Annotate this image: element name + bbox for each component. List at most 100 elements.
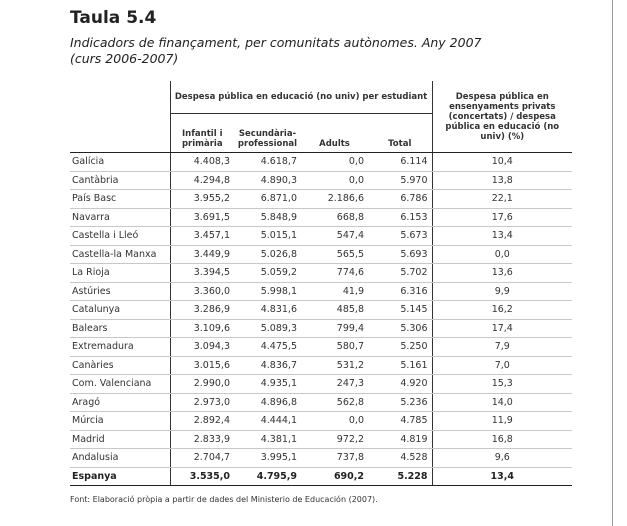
cell-secundaria: 4.795,9 bbox=[234, 466, 301, 486]
cell-infantil: 3.094,3 bbox=[169, 337, 234, 357]
cell-region: Canàries bbox=[70, 356, 170, 375]
cell-private: 7,9 bbox=[431, 337, 573, 357]
cell-region: Galícia bbox=[70, 152, 170, 172]
cell-infantil: 3.109,6 bbox=[169, 319, 234, 338]
cell-region: Astúries bbox=[70, 282, 170, 301]
table-row: Cantàbria 4.294,8 4.890,3 0,0 5.970 13,8 bbox=[70, 171, 573, 190]
table-row: Madrid 2.833,9 4.381,1 972,2 4.819 16,8 bbox=[70, 430, 573, 449]
header-adults: Adults bbox=[301, 113, 368, 153]
cell-infantil: 3.691,5 bbox=[169, 208, 234, 227]
table-row: Balears 3.109,6 5.089,3 799,4 5.306 17,4 bbox=[70, 319, 573, 338]
cell-region: Múrcia bbox=[70, 411, 170, 431]
cell-region: La Rioja bbox=[70, 263, 170, 283]
header-group-row: Despesa pública en educació (no univ) pe… bbox=[70, 81, 573, 153]
cell-total: 4.920 bbox=[368, 374, 433, 394]
cell-adults: 799,4 bbox=[301, 319, 368, 338]
table-row: Aragó 2.973,0 4.896,8 562,8 5.236 14,0 bbox=[70, 393, 573, 412]
cell-private: 13,8 bbox=[431, 171, 573, 190]
cell-region: País Basc bbox=[70, 189, 170, 209]
table-row: Castella i Lleó 3.457,1 5.015,1 547,4 5.673 1… bbox=[70, 226, 573, 246]
header-public-spending-group: Despesa pública en educació (no univ) pe… bbox=[169, 81, 433, 114]
cell-adults: 2.186,6 bbox=[301, 189, 368, 209]
table-row: La Rioja 3.394,5 5.059,2 774,6 5.702 13,6 bbox=[70, 263, 573, 283]
cell-region: Castella i Lleó bbox=[70, 226, 170, 246]
cell-secundaria: 5.089,3 bbox=[234, 319, 301, 338]
cell-total: 5.145 bbox=[368, 300, 433, 320]
cell-infantil: 2.833,9 bbox=[169, 430, 234, 449]
cell-total: 5.970 bbox=[368, 171, 433, 190]
table-row: Múrcia 2.892,4 4.444,1 0,0 4.785 11,9 bbox=[70, 411, 573, 431]
cell-adults: 0,0 bbox=[301, 411, 368, 431]
cell-private: 22,1 bbox=[431, 189, 573, 209]
cell-adults: 485,8 bbox=[301, 300, 368, 320]
cell-private: 9,9 bbox=[431, 282, 573, 301]
cell-total: 4.819 bbox=[368, 430, 433, 449]
cell-secundaria: 4.890,3 bbox=[234, 171, 301, 190]
cell-secundaria: 4.475,5 bbox=[234, 337, 301, 357]
cell-private: 7,0 bbox=[431, 356, 573, 375]
financing-table: Despesa pública en educació (no univ) pe… bbox=[70, 81, 573, 486]
table-subtitle: Indicadors de finançament, per comunitat… bbox=[70, 35, 482, 66]
cell-private: 17,6 bbox=[431, 208, 573, 227]
cell-secundaria: 4.896,8 bbox=[234, 393, 301, 412]
cell-infantil: 3.457,1 bbox=[169, 226, 234, 246]
cell-region: Espanya bbox=[70, 466, 170, 486]
cell-adults: 580,7 bbox=[301, 337, 368, 357]
cell-region: Navarra bbox=[70, 208, 170, 227]
cell-adults: 972,2 bbox=[301, 430, 368, 449]
cell-secundaria: 6.871,0 bbox=[234, 189, 301, 209]
cell-region: Aragó bbox=[70, 393, 170, 412]
cell-region: Andalusia bbox=[70, 448, 170, 468]
cell-infantil: 3.015,6 bbox=[169, 356, 234, 375]
cell-infantil: 4.294,8 bbox=[169, 171, 234, 190]
table-row-total: Espanya 3.535,0 4.795,9 690,2 5.228 13,4 bbox=[70, 466, 573, 486]
cell-infantil: 3.394,5 bbox=[169, 263, 234, 283]
cell-infantil: 2.892,4 bbox=[169, 411, 234, 431]
cell-adults: 547,4 bbox=[301, 226, 368, 246]
cell-infantil: 3.955,2 bbox=[169, 189, 234, 209]
table-row: Astúries 3.360,0 5.998,1 41,9 6.316 9,9 bbox=[70, 282, 573, 301]
cell-infantil: 2.990,0 bbox=[169, 374, 234, 394]
cell-total: 5.250 bbox=[368, 337, 433, 357]
cell-adults: 774,6 bbox=[301, 263, 368, 283]
cell-private: 10,4 bbox=[431, 152, 573, 172]
cell-private: 14,0 bbox=[431, 393, 573, 412]
cell-secundaria: 4.836,7 bbox=[234, 356, 301, 375]
header-sub-row: Infantil i primària Secundària-professio… bbox=[70, 113, 572, 153]
cell-private: 13,6 bbox=[431, 263, 573, 283]
cell-secundaria: 5.848,9 bbox=[234, 208, 301, 227]
cell-secundaria: 4.935,1 bbox=[234, 374, 301, 394]
header-secundaria: Secundària-professional bbox=[234, 113, 301, 153]
cell-total: 5.228 bbox=[368, 466, 433, 486]
table-title: Taula 5.4 bbox=[70, 8, 157, 28]
cell-total: 5.693 bbox=[368, 245, 433, 264]
cell-infantil: 3.535,0 bbox=[169, 466, 234, 486]
cell-private: 0,0 bbox=[431, 245, 573, 264]
cell-secundaria: 4.444,1 bbox=[234, 411, 301, 431]
cell-region: Catalunya bbox=[70, 300, 170, 320]
cell-adults: 668,8 bbox=[301, 208, 368, 227]
cell-total: 5.161 bbox=[368, 356, 433, 375]
cell-total: 4.785 bbox=[368, 411, 433, 431]
cell-total: 5.306 bbox=[368, 319, 433, 338]
cell-secundaria: 3.995,1 bbox=[234, 448, 301, 468]
cell-adults: 737,8 bbox=[301, 448, 368, 468]
cell-adults: 247,3 bbox=[301, 374, 368, 394]
cell-total: 6.786 bbox=[368, 189, 433, 209]
cell-infantil: 3.449,9 bbox=[169, 245, 234, 264]
cell-region: Com. Valenciana bbox=[70, 374, 170, 394]
cell-adults: 562,8 bbox=[301, 393, 368, 412]
table-row: Com. Valenciana 2.990,0 4.935,1 247,3 4.920 1… bbox=[70, 374, 573, 394]
cell-infantil: 3.360,0 bbox=[169, 282, 234, 301]
table-row: Extremadura 3.094,3 4.475,5 580,7 5.250 7,9 bbox=[70, 337, 573, 357]
cell-private: 16,2 bbox=[431, 300, 573, 320]
cell-infantil: 3.286,9 bbox=[169, 300, 234, 320]
source-footnote: Font: Elaboració pròpia a partir de dade… bbox=[70, 495, 378, 504]
table-row: Castella-la Manxa 3.449,9 5.026,8 565,5 5.69… bbox=[70, 245, 573, 264]
header-total: Total bbox=[368, 113, 433, 153]
table-row: País Basc 3.955,2 6.871,0 2.186,6 6.786 22,1 bbox=[70, 189, 573, 209]
cell-region: Extremadura bbox=[70, 337, 170, 357]
cell-region: Castella-la Manxa bbox=[70, 245, 170, 264]
cell-total: 5.236 bbox=[368, 393, 433, 412]
cell-private: 13,4 bbox=[431, 226, 573, 246]
